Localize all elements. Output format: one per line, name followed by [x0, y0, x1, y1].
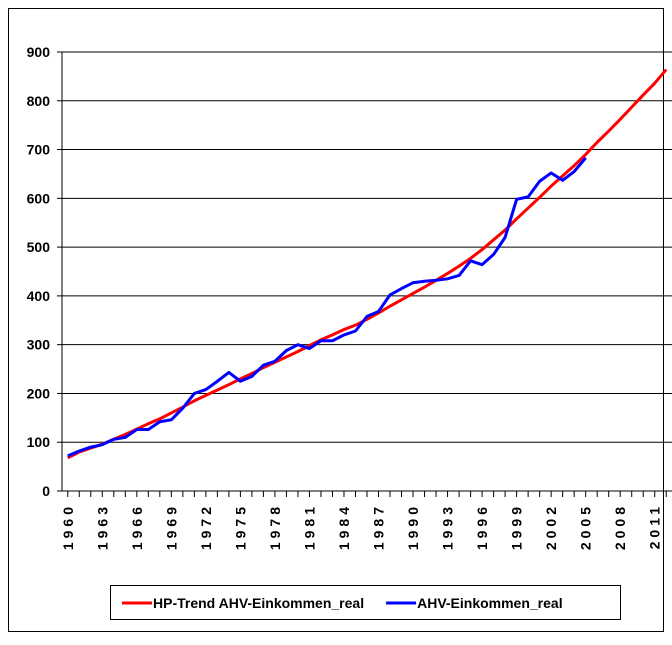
y-tick-label: 100: [27, 434, 51, 450]
y-tick-label: 700: [27, 142, 51, 158]
x-tick-label: 1990: [405, 503, 421, 550]
y-tick-label: 800: [27, 93, 51, 109]
x-tick-label: 1978: [267, 503, 283, 550]
legend-box: [110, 585, 621, 620]
legend-label: AHV-Einkommen_real: [417, 595, 563, 611]
x-tick-label: 1996: [474, 503, 490, 550]
y-tick-label: 600: [27, 190, 51, 206]
x-tick-label: 1999: [509, 503, 525, 550]
x-tick-label: 1969: [163, 503, 179, 550]
x-tick-label: 2008: [612, 503, 628, 550]
x-tick-label: 1984: [336, 503, 352, 550]
y-tick-label: 900: [27, 44, 51, 60]
x-tick-label: 1975: [232, 503, 248, 550]
x-tick-label: 1981: [301, 503, 317, 550]
x-tick-label: 2005: [578, 503, 594, 550]
x-tick-label: 1960: [60, 503, 76, 550]
y-tick-label: 500: [27, 239, 51, 255]
x-tick-label: 1993: [440, 503, 456, 550]
x-tick-label: 1972: [198, 503, 214, 550]
x-tick-label: 1963: [94, 503, 110, 550]
chart-border: [8, 8, 664, 632]
x-tick-label: 1987: [371, 503, 387, 550]
y-tick-label: 200: [27, 385, 51, 401]
y-tick-label: 0: [42, 483, 50, 499]
legend-label: HP-Trend AHV-Einkommen_real: [153, 595, 364, 611]
x-tick-label: 2002: [543, 503, 559, 550]
series-line: [67, 156, 587, 458]
legend: HP-Trend AHV-Einkommen_real AHV-Einkommen…: [110, 585, 621, 620]
y-tick-label: 400: [27, 288, 51, 304]
series-line: [67, 68, 668, 460]
y-tick-label: 300: [27, 337, 51, 353]
x-tick-label: 1966: [129, 503, 145, 550]
x-tick-label: 2011: [647, 503, 663, 549]
